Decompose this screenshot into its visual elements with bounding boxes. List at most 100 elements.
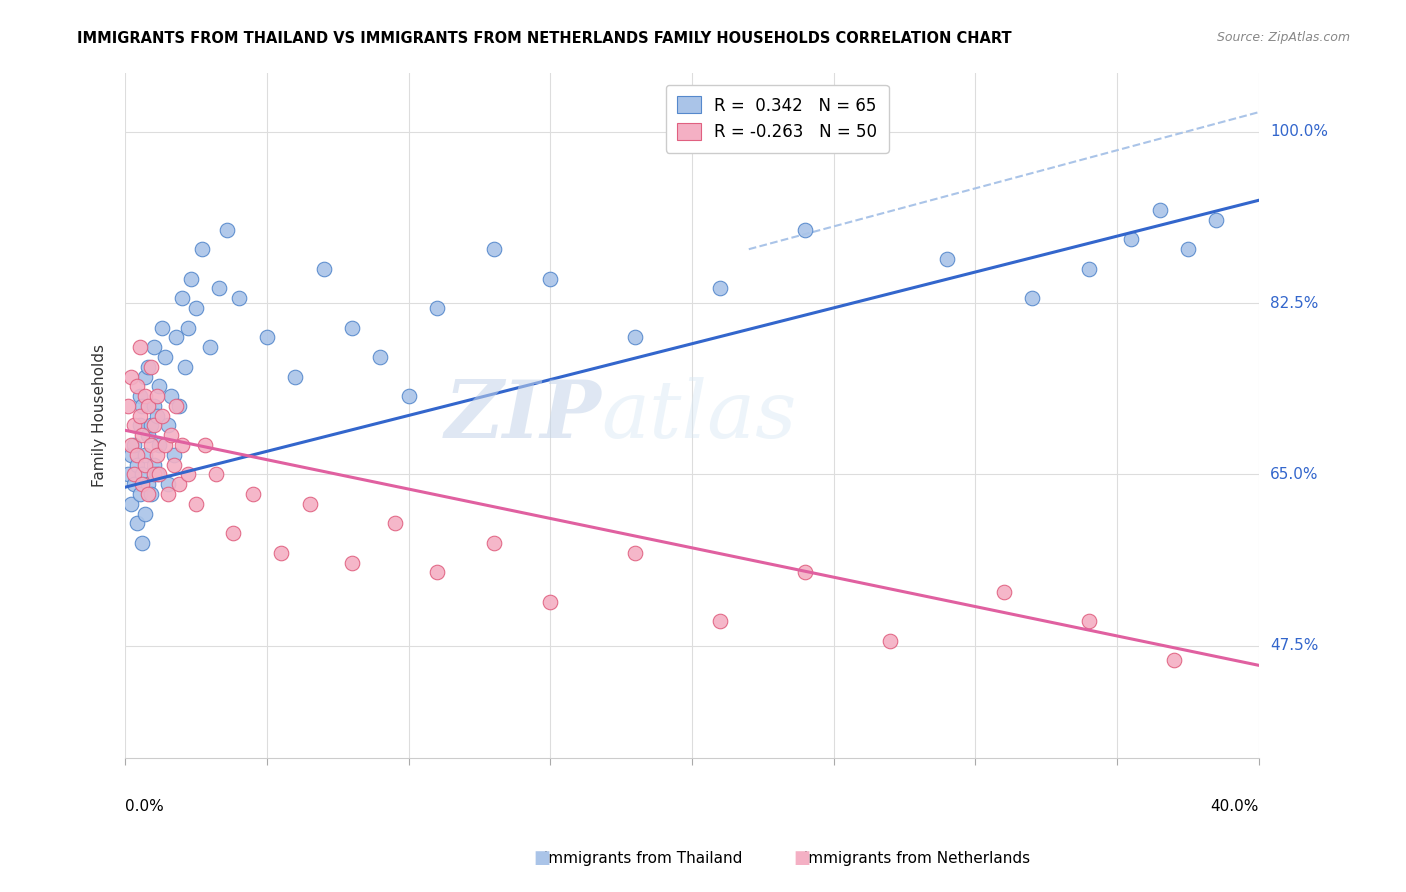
Point [145, 448, 167, 462]
Point [153, 350, 176, 364]
Point [538, 595, 561, 609]
Point [136, 359, 159, 374]
Point [242, 487, 264, 501]
Point [879, 633, 901, 648]
Point [128, 389, 150, 403]
Text: Immigrants from Netherlands: Immigrants from Netherlands [794, 851, 1031, 865]
Point [134, 389, 156, 403]
Point [165, 399, 187, 413]
Point [128, 487, 150, 501]
Point [482, 242, 505, 256]
Text: 82.5%: 82.5% [1270, 295, 1319, 310]
Point [200, 340, 222, 354]
Point [159, 389, 181, 403]
Point [162, 448, 184, 462]
Point [142, 458, 165, 472]
Point [122, 467, 145, 482]
Point [222, 526, 245, 541]
Point [150, 409, 173, 423]
Point [131, 399, 153, 413]
Point [125, 516, 148, 531]
Point [142, 418, 165, 433]
Point [120, 448, 142, 462]
Point [993, 585, 1015, 599]
Point [284, 369, 307, 384]
Point [128, 418, 150, 433]
Text: ■: ■ [533, 849, 550, 867]
Point [256, 330, 278, 344]
Text: 100.0%: 100.0% [1270, 124, 1329, 139]
Point [270, 546, 292, 560]
Point [145, 389, 167, 403]
Point [482, 536, 505, 550]
Y-axis label: Family Households: Family Households [93, 344, 107, 487]
Point [128, 340, 150, 354]
Point [174, 359, 197, 374]
Point [134, 507, 156, 521]
Point [142, 340, 165, 354]
Point [1021, 291, 1043, 305]
Text: atlas: atlas [602, 377, 797, 454]
Point [624, 330, 647, 344]
Point [298, 497, 321, 511]
Point [426, 566, 449, 580]
Point [131, 428, 153, 442]
Point [134, 448, 156, 462]
Point [1077, 261, 1099, 276]
Point [162, 458, 184, 472]
Point [538, 271, 561, 285]
Point [794, 222, 817, 236]
Point [217, 222, 239, 236]
Legend: R =  0.342   N = 65, R = -0.263   N = 50: R = 0.342 N = 65, R = -0.263 N = 50 [665, 85, 889, 153]
Point [122, 477, 145, 491]
Point [156, 487, 179, 501]
Point [145, 467, 167, 482]
Point [134, 458, 156, 472]
Point [136, 487, 159, 501]
Point [709, 281, 731, 295]
Point [153, 438, 176, 452]
Point [117, 399, 139, 413]
Point [709, 614, 731, 628]
Point [139, 438, 162, 452]
Point [125, 379, 148, 393]
Point [134, 369, 156, 384]
Point [194, 438, 217, 452]
Text: IMMIGRANTS FROM THAILAND VS IMMIGRANTS FROM NETHERLANDS FAMILY HOUSEHOLDS CORREL: IMMIGRANTS FROM THAILAND VS IMMIGRANTS F… [77, 31, 1012, 46]
Point [340, 556, 363, 570]
Point [159, 428, 181, 442]
Point [125, 448, 148, 462]
Point [936, 252, 959, 266]
Point [142, 467, 165, 482]
Point [136, 428, 159, 442]
Point [120, 497, 142, 511]
Point [120, 369, 142, 384]
Text: 47.5%: 47.5% [1270, 639, 1319, 653]
Point [131, 536, 153, 550]
Text: ZIP: ZIP [444, 377, 602, 454]
Point [139, 359, 162, 374]
Point [1149, 202, 1171, 217]
Point [150, 320, 173, 334]
Point [148, 438, 170, 452]
Point [165, 330, 187, 344]
Point [131, 477, 153, 491]
Point [139, 487, 162, 501]
Text: Source: ZipAtlas.com: Source: ZipAtlas.com [1216, 31, 1350, 45]
Point [120, 438, 142, 452]
Text: ■: ■ [793, 849, 810, 867]
Point [145, 409, 167, 423]
Point [136, 399, 159, 413]
Point [340, 320, 363, 334]
Point [1205, 212, 1227, 227]
Text: 0.0%: 0.0% [125, 799, 165, 814]
Point [148, 379, 170, 393]
Point [370, 350, 392, 364]
Point [170, 291, 193, 305]
Point [125, 458, 148, 472]
Point [794, 566, 817, 580]
Point [426, 301, 449, 315]
Point [180, 271, 202, 285]
Point [624, 546, 647, 560]
Point [142, 399, 165, 413]
